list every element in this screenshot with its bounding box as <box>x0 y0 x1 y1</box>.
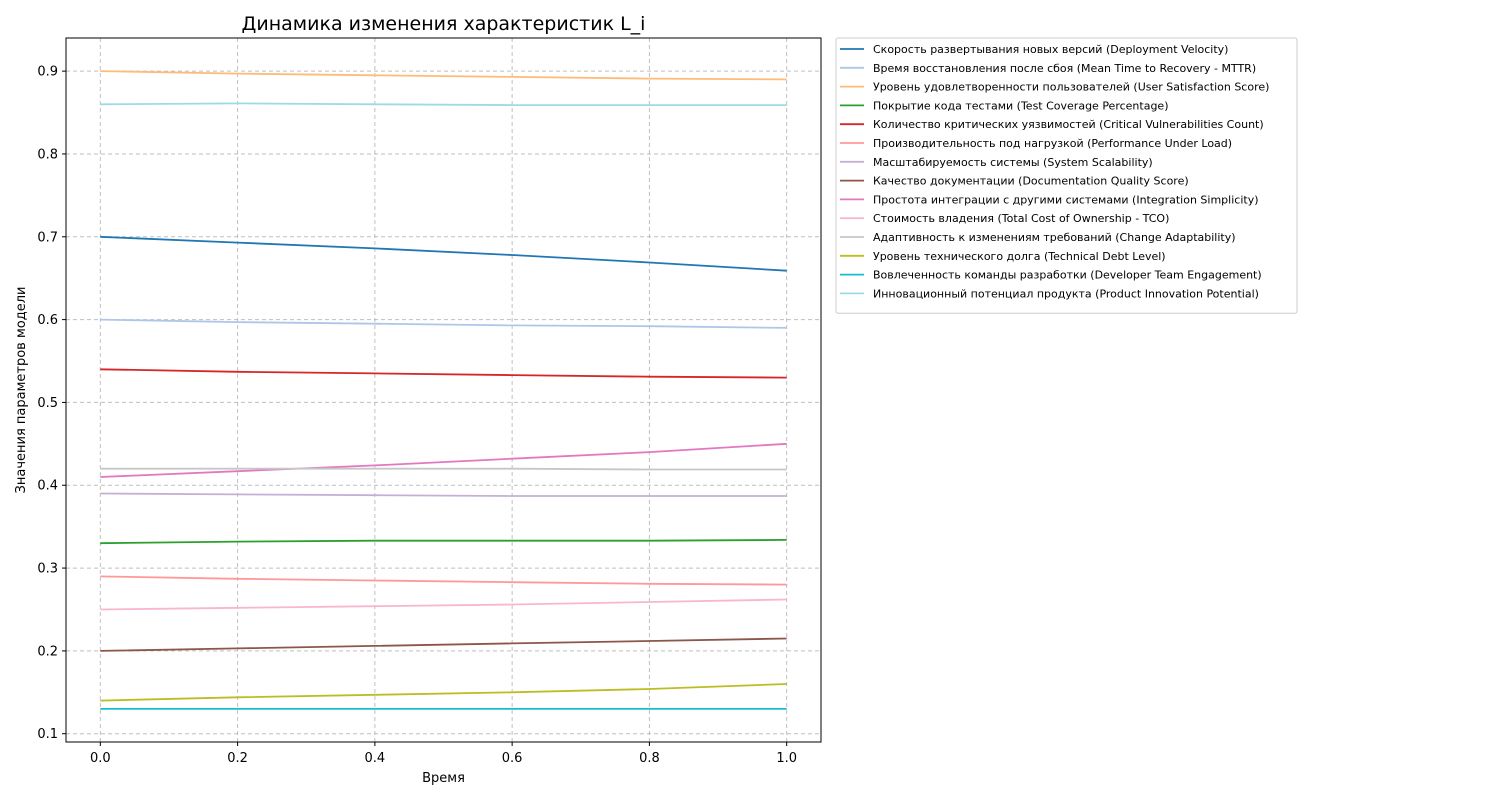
y-tick-label: 0.7 <box>37 230 58 245</box>
x-tick-label: 0.0 <box>90 751 111 766</box>
y-tick-label: 0.8 <box>37 147 58 162</box>
legend-label-13: Инновационный потенциал продукта (Produc… <box>873 287 1259 300</box>
y-tick-label: 0.4 <box>37 479 58 494</box>
x-tick-label: 0.2 <box>227 751 248 766</box>
legend-label-5: Производительность под нагрузкой (Perfor… <box>873 137 1232 150</box>
legend-label-1: Время восстановления после сбоя (Mean Ti… <box>873 62 1256 75</box>
y-tick-label: 0.2 <box>37 644 58 659</box>
series-line-2 <box>100 70 787 81</box>
legend-label-12: Вовлеченность команды разработки (Develo… <box>873 269 1262 282</box>
series-line-5 <box>100 575 787 586</box>
legend-label-4: Количество критических уязвимостей (Crit… <box>873 118 1264 131</box>
x-tick-label: 1.0 <box>776 751 797 766</box>
grid-lines <box>66 38 821 742</box>
legend-label-2: Уровень удовлетворенности пользователей … <box>873 81 1269 94</box>
legend-label-9: Стоимость владения (Total Cost of Owners… <box>873 212 1169 225</box>
series-line-6 <box>100 492 787 497</box>
legend: Скорость развертывания новых версий (Dep… <box>835 37 1298 314</box>
y-tick-label: 0.1 <box>37 727 58 742</box>
y-tick-label: 0.9 <box>37 65 58 80</box>
series-line-1 <box>100 318 787 329</box>
x-tick-label: 0.6 <box>502 751 523 766</box>
series-line-0 <box>100 235 787 272</box>
axis-ticks: 0.0 0.2 0.4 0.6 0.8 1.0 0.1 0.2 0.3 0.4 0.5 0.6 0.7 0… <box>37 65 797 766</box>
legend-label-7: Качество документации (Documentation Qua… <box>873 175 1189 188</box>
series-line-8 <box>100 442 787 478</box>
y-axis-title: Значения параметров модели <box>14 287 29 494</box>
legend-label-3: Покрытие кода тестами (Test Coverage Per… <box>873 99 1169 112</box>
x-axis-title: Время <box>422 771 465 786</box>
y-tick-label: 0.5 <box>37 396 58 411</box>
legend-box <box>835 37 1298 314</box>
series-lines <box>100 70 787 710</box>
legend-label-11: Уровень технического долга (Technical De… <box>873 250 1166 263</box>
series-line-11 <box>100 683 787 702</box>
series-line-9 <box>100 598 787 611</box>
series-line-3 <box>100 539 787 545</box>
x-tick-label: 0.8 <box>639 751 660 766</box>
plot-area-frame <box>65 37 822 743</box>
legend-label-8: Простота интеграции с другими системами … <box>873 193 1259 206</box>
x-tick-label: 0.4 <box>365 751 386 766</box>
y-tick-label: 0.6 <box>37 313 58 328</box>
y-tick-label: 0.3 <box>37 562 58 577</box>
chart-title: Динамика изменения характеристик L_i <box>242 13 646 35</box>
series-line-7 <box>100 637 787 652</box>
series-line-4 <box>100 368 787 379</box>
legend-label-10: Адаптивность к изменениям требований (Ch… <box>873 231 1236 244</box>
legend-label-6: Масштабируемость системы (System Scalabi… <box>873 156 1153 169</box>
series-line-13 <box>100 102 787 106</box>
series-line-10 <box>100 467 787 471</box>
legend-label-0: Скорость развертывания новых версий (Dep… <box>873 43 1228 56</box>
